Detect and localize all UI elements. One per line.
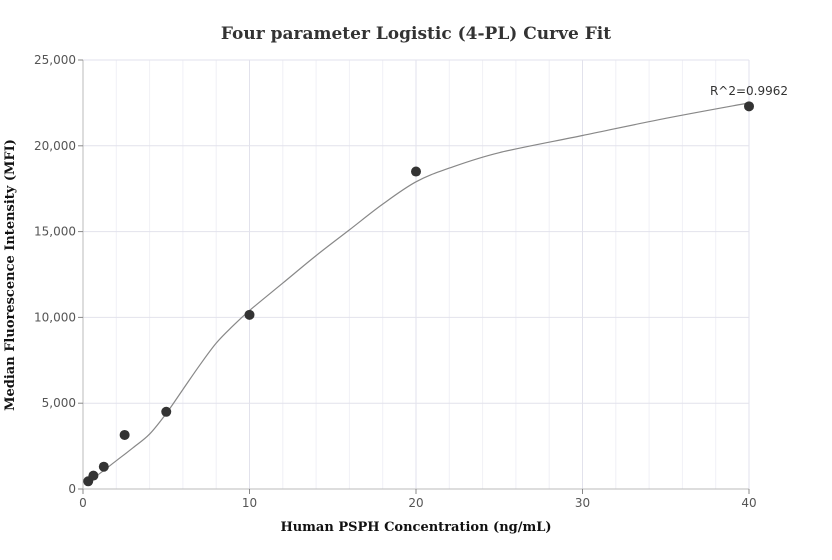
axes [78, 59, 750, 494]
x-axis-title: Human PSPH Concentration (ng/mL) [280, 520, 551, 535]
data-point [411, 166, 421, 177]
y-tick-label: 5,000 [42, 396, 76, 410]
y-tick-label: 0 [68, 482, 76, 496]
y-tick-label: 25,000 [34, 53, 76, 67]
fit-curve-layer [87, 102, 750, 482]
fit-curve [87, 102, 750, 482]
y-tick-label: 20,000 [34, 139, 76, 153]
x-tick-label: 30 [575, 496, 590, 510]
y-tick-label: 10,000 [34, 310, 76, 324]
data-point [244, 309, 255, 320]
data-point [744, 101, 754, 112]
x-tick-label: 20 [408, 496, 423, 510]
x-tick-label: 0 [79, 496, 87, 510]
data-point [119, 429, 130, 440]
x-tick-label: 40 [741, 496, 756, 510]
y-axis-title: Median Fluorescence Intensity (MFI) [3, 139, 18, 411]
x-tick-label: 10 [242, 496, 257, 510]
data-point [98, 461, 109, 472]
y-tick-label: 15,000 [34, 225, 76, 239]
grid [83, 59, 750, 489]
data-point [161, 406, 172, 417]
r-squared-annotation: R^2=0.9962 [710, 84, 788, 98]
chart-title: Four parameter Logistic (4-PL) Curve Fit [221, 24, 611, 44]
data-point [88, 470, 99, 481]
data-points [83, 101, 754, 487]
tick-labels: 0 5,000 10,000 15,000 20,000 25,000 0 10 20 30 40 [34, 53, 757, 510]
